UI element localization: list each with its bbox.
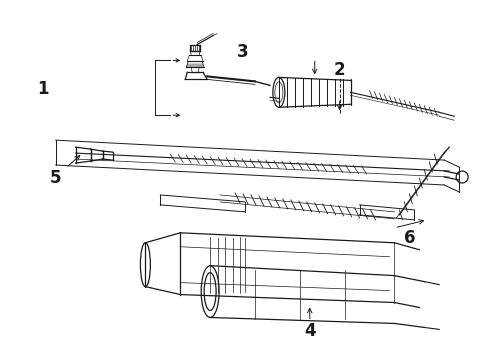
Text: 1: 1	[37, 80, 49, 98]
Text: 4: 4	[304, 323, 316, 341]
Text: 5: 5	[50, 169, 61, 187]
Text: 3: 3	[237, 44, 249, 62]
Text: 2: 2	[334, 62, 345, 80]
Text: 6: 6	[404, 229, 415, 247]
